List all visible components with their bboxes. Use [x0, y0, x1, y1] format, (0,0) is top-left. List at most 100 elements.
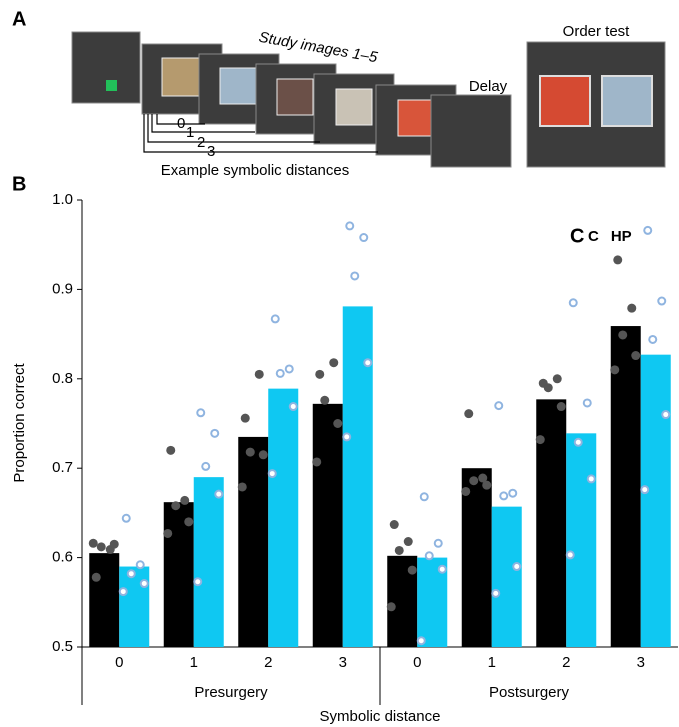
- distance-tick: 1: [186, 124, 194, 141]
- y-tick-label: 0.9: [52, 280, 73, 297]
- data-point: [96, 542, 106, 552]
- bar: [342, 306, 373, 647]
- x-tick-label: 1: [488, 654, 496, 671]
- data-point: [499, 491, 509, 501]
- data-point: [180, 495, 190, 505]
- data-point: [171, 501, 181, 511]
- y-tick-label: 0.8: [52, 370, 73, 387]
- data-point: [433, 538, 443, 548]
- data-point: [494, 401, 504, 411]
- data-point: [118, 587, 128, 597]
- data-point: [245, 447, 255, 457]
- data-point: [610, 365, 620, 375]
- data-point: [312, 457, 322, 467]
- fixation: [106, 80, 117, 91]
- data-point: [461, 486, 471, 496]
- panel-label: C: [570, 225, 584, 247]
- bar: [640, 354, 671, 647]
- data-point: [350, 271, 360, 281]
- delay-label: Delay: [469, 78, 508, 95]
- data-point: [284, 364, 294, 374]
- distance-tick: 3: [207, 143, 215, 160]
- data-point: [627, 303, 637, 313]
- data-point: [552, 374, 562, 384]
- data-point: [270, 314, 280, 324]
- data-point: [565, 550, 575, 560]
- data-point: [109, 539, 119, 549]
- panel-label: B: [12, 173, 26, 195]
- data-point: [267, 469, 277, 479]
- data-point: [237, 482, 247, 492]
- data-point: [196, 408, 206, 418]
- y-tick-label: 0.6: [52, 549, 73, 566]
- bar: [238, 436, 269, 647]
- image: [539, 75, 591, 127]
- data-point: [568, 298, 578, 308]
- screen: [71, 31, 141, 104]
- data-point: [543, 383, 553, 393]
- bar: [268, 388, 299, 647]
- data-point: [139, 579, 149, 589]
- data-point: [491, 588, 501, 598]
- data-point: [254, 369, 264, 379]
- data-point: [386, 602, 396, 612]
- data-point: [320, 395, 330, 405]
- image: [397, 99, 435, 137]
- data-point: [482, 480, 492, 490]
- distance-tick: 0: [177, 115, 185, 132]
- panel-label: A: [12, 8, 26, 30]
- data-point: [573, 437, 583, 447]
- data-point: [631, 351, 641, 361]
- data-point: [163, 528, 173, 538]
- data-point: [464, 409, 474, 419]
- distance-caption: Example symbolic distances: [161, 162, 349, 179]
- data-point: [416, 636, 426, 646]
- data-point: [403, 537, 413, 547]
- bar: [610, 326, 641, 647]
- data-point: [407, 565, 417, 575]
- data-point: [478, 473, 488, 483]
- data-point: [201, 461, 211, 471]
- image: [276, 78, 314, 116]
- data-point: [661, 410, 671, 420]
- data-point: [618, 330, 628, 340]
- distance-tick: 2: [197, 134, 205, 151]
- legend-label: C: [588, 228, 599, 245]
- data-point: [258, 450, 268, 460]
- bar: [312, 403, 343, 647]
- image: [219, 67, 257, 105]
- bar: [461, 468, 492, 647]
- data-point: [643, 225, 653, 235]
- data-point: [389, 520, 399, 530]
- data-point: [193, 577, 203, 587]
- data-point: [657, 296, 667, 306]
- data-point: [640, 485, 650, 495]
- y-tick-label: 1.0: [52, 191, 73, 208]
- data-point: [135, 560, 145, 570]
- data-point: [613, 255, 623, 265]
- data-point: [535, 435, 545, 445]
- y-axis-label: Proportion correct: [11, 363, 28, 483]
- data-point: [437, 564, 447, 574]
- data-point: [121, 513, 131, 523]
- x-tick-label: 2: [562, 654, 570, 671]
- image: [601, 75, 653, 127]
- screen: [430, 94, 512, 168]
- data-point: [210, 428, 220, 438]
- data-point: [345, 221, 355, 231]
- bar: [89, 553, 120, 647]
- data-point: [214, 489, 224, 499]
- data-point: [288, 402, 298, 412]
- x-tick-label: 0: [115, 654, 123, 671]
- data-point: [508, 488, 518, 498]
- panel-a: A 0 1 2 3 Example symbolic distances Stu…: [12, 8, 666, 179]
- bar: [566, 433, 597, 647]
- data-point: [342, 432, 352, 442]
- image: [335, 88, 373, 126]
- bar: [193, 477, 224, 647]
- legend-label: HP: [611, 228, 632, 245]
- order-test-label: Order test: [563, 23, 631, 40]
- data-point: [333, 419, 343, 428]
- data-point: [419, 492, 429, 502]
